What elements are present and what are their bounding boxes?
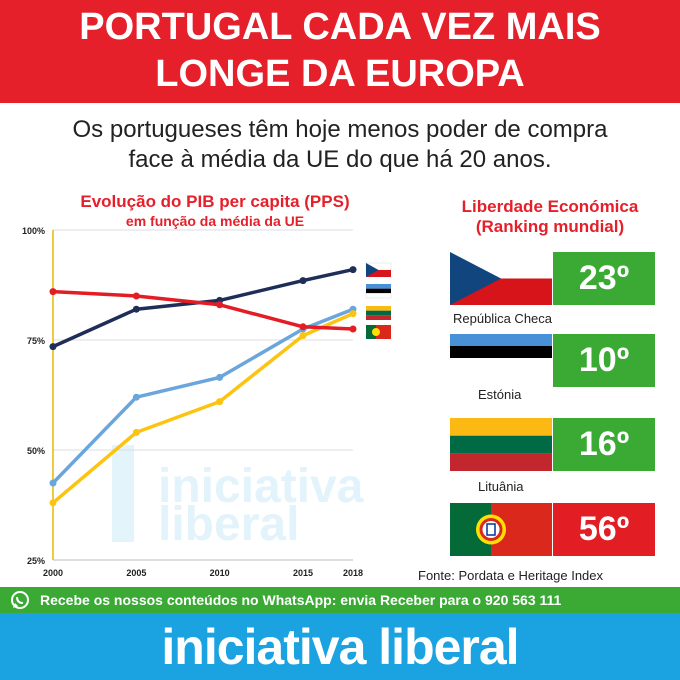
data-point-lithuania	[216, 398, 224, 406]
whatsapp-bar[interactable]: Recebe os nossos conteúdos no WhatsApp: …	[0, 587, 680, 613]
flag-stripe	[366, 315, 391, 320]
flag-stripe	[366, 288, 391, 294]
portugal-flag	[450, 503, 552, 556]
flag-stripe	[365, 293, 392, 299]
data-point-czech	[299, 277, 307, 285]
flag-triangle	[366, 263, 379, 277]
country-czech: República Checa	[453, 311, 553, 326]
data-point-portugal	[132, 292, 140, 300]
ranking-title: Liberdade Económica	[461, 197, 639, 216]
data-point-portugal	[349, 325, 357, 333]
flag-stripe	[376, 325, 391, 339]
flag-stripe	[366, 306, 391, 311]
whatsapp-text: Recebe os nossos conteúdos no WhatsApp: …	[40, 592, 562, 608]
flag-stripe	[366, 270, 391, 277]
source-note: Fonte: Pordata e Heritage Index	[418, 568, 604, 583]
header-line-2: LONGE DA EUROPA	[155, 53, 525, 95]
data-point-czech	[132, 305, 140, 313]
data-point-estonia	[216, 373, 224, 381]
data-point-czech	[49, 343, 57, 351]
whatsapp-icon	[11, 591, 29, 609]
data-point-lithuania	[132, 428, 140, 436]
ranking-subtitle: (Ranking mundial)	[475, 217, 625, 236]
rank-estonia: 10º	[553, 334, 655, 387]
header-banner: PORTUGAL CADA VEZ MAIS LONGE DA EUROPA	[0, 0, 680, 103]
footer-banner: iniciativa liberal	[0, 613, 680, 680]
x-tick-label: 2000	[43, 568, 63, 578]
series-line-portugal	[52, 289, 354, 331]
data-point-portugal	[216, 301, 224, 309]
rank-portugal: 56º	[553, 503, 655, 556]
rank-czech: 23º	[553, 252, 655, 305]
subtitle-line-2: face à média da UE do que há 20 anos.	[128, 146, 552, 173]
flag-stripe	[366, 325, 376, 339]
data-point-lithuania	[49, 499, 57, 507]
watermark-line-2: liberal	[158, 498, 299, 551]
y-tick-label: 25%	[27, 556, 45, 566]
x-tick-label: 2015	[293, 568, 313, 578]
flag-stripe	[366, 310, 391, 316]
data-point-portugal	[49, 288, 57, 296]
rank-lithuania: 16º	[553, 418, 655, 471]
y-tick-label: 75%	[27, 336, 45, 346]
data-point-czech	[349, 266, 357, 274]
data-point-lithuania	[299, 332, 307, 340]
legend-flag-portugal	[366, 325, 391, 339]
legend-flag-estonia	[365, 284, 392, 299]
flag-stripe	[366, 284, 391, 289]
czech-flag	[450, 252, 552, 305]
y-tick-label: 50%	[27, 446, 45, 456]
chart-title: Evolução do PIB per capita (PPS)	[80, 192, 350, 211]
estonia-flag	[450, 334, 552, 387]
x-tick-label: 2018	[343, 568, 363, 578]
x-tick-label: 2010	[210, 568, 230, 578]
footer-logo: iniciativa liberal	[161, 618, 519, 675]
lithuania-flag	[450, 418, 552, 471]
chart-subtitle: em função da média da UE	[125, 213, 305, 229]
subtitle-line-1: Os portugueses têm hoje menos poder de c…	[72, 116, 608, 143]
data-point-estonia	[49, 479, 57, 487]
flag-emblem	[372, 328, 380, 336]
legend-flag-czech	[365, 262, 392, 277]
country-lithuania: Lituânia	[478, 479, 524, 494]
legend-flag-lithuania	[366, 306, 391, 320]
data-point-estonia	[132, 393, 140, 401]
y-tick-label: 100%	[22, 226, 45, 236]
watermark-mark	[112, 445, 134, 542]
watermark-line-1: iniciativa	[158, 460, 364, 513]
x-tick-label: 2005	[126, 568, 146, 578]
data-point-lithuania	[349, 310, 357, 318]
header-line-1: PORTUGAL CADA VEZ MAIS	[79, 6, 601, 48]
data-point-portugal	[299, 323, 307, 331]
country-estonia: Estónia	[478, 387, 522, 402]
